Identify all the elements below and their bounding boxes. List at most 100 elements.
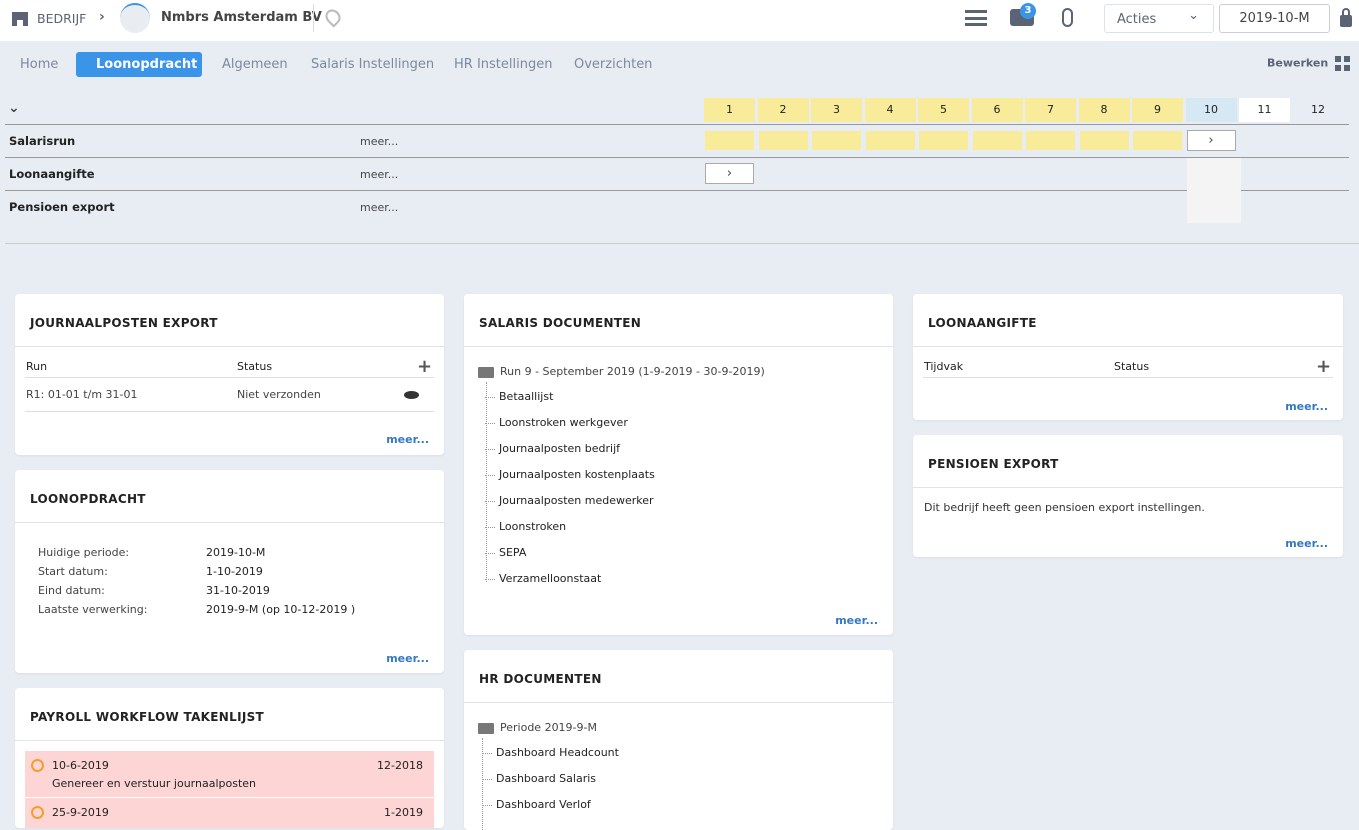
company-name[interactable]: Nmbrs Amsterdam BV: [161, 10, 322, 25]
period-11[interactable]: 11: [1239, 98, 1290, 122]
task-item[interactable]: 10-6-2019 12-2018 Genereer en verstuur j…: [25, 751, 434, 797]
field-value: 1-10-2019: [206, 565, 263, 578]
document-link[interactable]: Betaallijst: [485, 384, 655, 410]
add-icon[interactable]: +: [1316, 356, 1332, 377]
card-title: PENSIOEN EXPORT: [913, 435, 1343, 488]
period-12[interactable]: 12: [1311, 103, 1325, 116]
pensioen-more-link[interactable]: meer...: [1285, 537, 1328, 550]
hr-documenten-card: HR DOCUMENTEN Periode 2019-9-M Dashboard…: [464, 650, 893, 830]
col-tijdvak: Tijdvak: [924, 360, 964, 373]
paperclip-icon[interactable]: [1062, 8, 1073, 27]
field-value: 2019-10-M: [206, 546, 266, 559]
document-link[interactable]: Loonstroken werkgever: [485, 410, 655, 436]
period-1[interactable]: 1: [704, 98, 755, 122]
loonaangifte-more-link[interactable]: meer...: [360, 168, 399, 181]
payroll-workflow-card: PAYROLL WORKFLOW TAKENLIJST 10-6-2019 12…: [15, 688, 444, 828]
chevron-down-icon: ⌄: [1188, 8, 1199, 23]
period-completed-cell: [919, 131, 968, 150]
store-icon: [12, 12, 28, 26]
card-title: HR DOCUMENTEN: [464, 650, 893, 703]
list-icon[interactable]: [965, 10, 987, 26]
document-link[interactable]: Verzamelloonstaat: [485, 566, 655, 592]
tab-salaris-instellingen[interactable]: Salaris Instellingen: [311, 57, 435, 72]
period-2[interactable]: 2: [757, 98, 809, 122]
period-selector[interactable]: 2019-10-M: [1219, 4, 1330, 33]
process-run-button[interactable]: ›: [705, 163, 754, 184]
chevron-right-icon: ›: [99, 9, 105, 25]
pensioen-export-card: PENSIOEN EXPORT Dit bedrijf heeft geen p…: [913, 435, 1343, 557]
period-completed-cell: [758, 131, 808, 150]
add-icon[interactable]: +: [417, 356, 433, 377]
tab-loonopdracht[interactable]: Loonopdracht: [76, 52, 202, 77]
journaalposten-export-card: JOURNAALPOSTEN EXPORT Run Status + R1: 0…: [15, 294, 444, 455]
period-completed-cell: [705, 131, 754, 150]
tab-overzichten[interactable]: Overzichten: [574, 57, 653, 72]
breadcrumb-company[interactable]: BEDRIJF: [37, 11, 87, 26]
pensioen-more-link[interactable]: meer...: [360, 201, 399, 214]
send-icon[interactable]: [404, 391, 419, 399]
actions-dropdown[interactable]: Acties ⌄: [1104, 4, 1214, 33]
document-link[interactable]: Dashboard Headcount: [482, 740, 619, 766]
tab-algemeen[interactable]: Algemeen: [222, 57, 288, 72]
period-5[interactable]: 5: [918, 98, 969, 122]
period-10[interactable]: 10: [1185, 98, 1237, 122]
document-link[interactable]: Journaalposten kostenplaats: [485, 462, 655, 488]
clock-icon: [31, 759, 44, 772]
salaris-documenten-card: SALARIS DOCUMENTEN Run 9 - September 201…: [464, 294, 893, 635]
period-4[interactable]: 4: [864, 98, 916, 122]
current-period-column: [1187, 158, 1241, 223]
field-value: 31-10-2019: [206, 584, 270, 597]
period-7[interactable]: 7: [1025, 98, 1076, 122]
status-cell: Niet verzonden: [237, 388, 321, 401]
loonopdracht-more-link[interactable]: meer...: [386, 652, 429, 665]
period-completed-cell: [972, 131, 1022, 150]
period-completed-cell: [1133, 131, 1182, 150]
field-label: Start datum:: [38, 565, 108, 578]
folder-label[interactable]: Periode 2019-9-M: [500, 721, 597, 734]
edit-button[interactable]: Bewerken: [1267, 56, 1351, 71]
document-link[interactable]: Journaalposten bedrijf: [485, 436, 655, 462]
tab-home[interactable]: Home: [20, 57, 59, 72]
actions-label: Acties: [1117, 12, 1157, 27]
tab-hr-instellingen[interactable]: HR Instellingen: [454, 57, 553, 72]
document-link[interactable]: Loonstroken: [485, 514, 655, 540]
folder-label[interactable]: Run 9 - September 2019 (1-9-2019 - 30-9-…: [500, 365, 765, 378]
document-link[interactable]: Dashboard Salaris: [482, 766, 619, 792]
period-6[interactable]: 6: [971, 98, 1023, 122]
period-completed-cell: [865, 131, 915, 150]
salaris-docs-more-link[interactable]: meer...: [835, 614, 878, 627]
period-8[interactable]: 8: [1078, 98, 1130, 122]
task-description: Genereer en verstuur journaalposten: [52, 777, 256, 790]
task-item[interactable]: 25-9-2019 1-2019: [25, 798, 434, 828]
run-cell: R1: 01-01 t/m 31-01: [26, 388, 138, 401]
document-link[interactable]: Journaalposten medewerker: [485, 488, 655, 514]
document-link[interactable]: SEPA: [485, 540, 655, 566]
period-value: 2019-10-M: [1239, 11, 1310, 26]
process-run-button[interactable]: ›: [1186, 130, 1236, 151]
row-pensioen-export: Pensioen export: [9, 200, 115, 214]
pensioen-message: Dit bedrijf heeft geen pensioen export i…: [924, 501, 1205, 514]
edit-label: Bewerken: [1267, 56, 1329, 70]
col-run: Run: [26, 360, 48, 373]
period-9[interactable]: 9: [1132, 98, 1183, 122]
task-date: 10-6-2019: [52, 759, 109, 772]
clock-icon: [31, 806, 44, 819]
location-home-icon[interactable]: [322, 6, 344, 28]
loonaangifte-more-link[interactable]: meer...: [1285, 400, 1328, 413]
loonopdracht-card: LOONOPDRACHT Huidige periode: 2019-10-M St…: [15, 470, 444, 673]
period-completed-cell: [1026, 131, 1075, 150]
folder-open-icon: [478, 367, 494, 378]
task-period: 12-2018: [377, 759, 423, 772]
period-3[interactable]: 3: [811, 98, 862, 122]
collapse-chevron-icon[interactable]: ⌄: [8, 100, 20, 116]
document-link[interactable]: Dashboard Verlof: [482, 792, 619, 818]
lock-icon[interactable]: [1340, 8, 1352, 27]
company-logo: [120, 3, 150, 33]
journaal-more-link[interactable]: meer...: [386, 433, 429, 446]
field-value: 2019-9-M (op 10-12-2019 ): [206, 603, 356, 616]
dashboard-edit-icon: [1335, 56, 1351, 71]
card-title: LOONAANGIFTE: [913, 294, 1343, 347]
row-salarisrun: Salarisrun: [9, 134, 76, 148]
salarisrun-more-link[interactable]: meer...: [360, 135, 399, 148]
row-loonaangifte: Loonaangifte: [9, 167, 95, 181]
